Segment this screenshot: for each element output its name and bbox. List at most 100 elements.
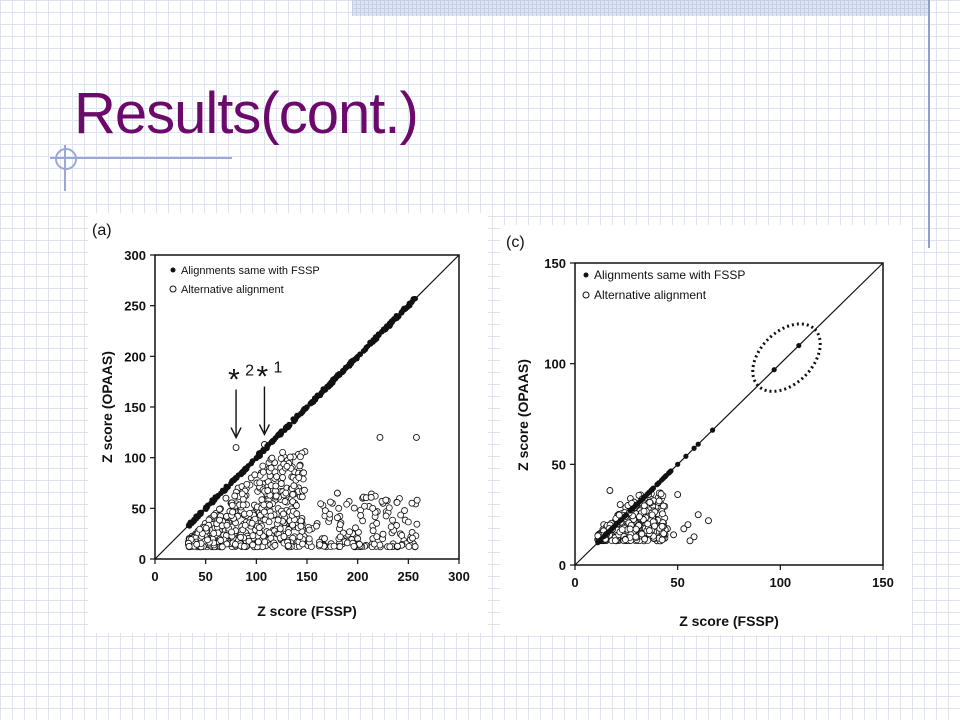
alternative-point xyxy=(611,537,619,544)
chart-panel-c: (c) 0 50 100 150 0 50 100 150 Alignments same w… xyxy=(500,225,912,635)
alternative-point xyxy=(276,525,284,533)
alternative-point xyxy=(265,518,273,526)
alternative-point xyxy=(386,543,394,551)
alternative-point xyxy=(684,521,692,529)
alternative-point xyxy=(606,487,614,494)
alternative-point xyxy=(336,521,344,529)
same-point xyxy=(368,339,374,346)
top-decoration-bar xyxy=(352,0,930,16)
alternative-point xyxy=(239,495,247,503)
alternative-point xyxy=(249,532,257,540)
alternative-point xyxy=(594,532,602,540)
alternative-point xyxy=(346,528,353,536)
y-tick-label: 0 xyxy=(559,558,566,573)
alternative-point xyxy=(382,512,390,520)
same-point xyxy=(257,449,263,456)
alternative-point xyxy=(413,520,421,528)
same-point xyxy=(222,488,228,494)
chart-a: (a) 0 50 100 150 200 250 300 0 50 100 150 200 250 300… xyxy=(92,222,470,619)
chart-c-legend: Alignments same with FSSP Alternative al… xyxy=(582,268,745,302)
alternative-point xyxy=(641,535,649,543)
chart-c-same-points xyxy=(595,342,802,546)
annotation-star: * xyxy=(256,360,268,393)
alternative-point xyxy=(369,504,377,512)
same-point xyxy=(253,455,260,462)
alternative-point xyxy=(249,541,257,549)
alternative-point xyxy=(401,507,408,514)
alternative-point xyxy=(373,533,381,541)
same-point xyxy=(407,302,413,309)
chart-a-ylabel: Z score (OPAAS) xyxy=(99,351,115,463)
same-point xyxy=(627,508,633,514)
alternative-point xyxy=(232,444,240,451)
alternative-point xyxy=(229,508,236,516)
same-point xyxy=(709,427,716,433)
alternative-point xyxy=(638,530,646,538)
alternative-point xyxy=(379,530,387,538)
alternative-point xyxy=(705,517,712,525)
same-point xyxy=(388,319,394,326)
alternative-point xyxy=(626,525,634,533)
alternative-point xyxy=(413,496,421,504)
chart-a-annotations: * 2 * 1 xyxy=(228,359,282,440)
alternative-point xyxy=(361,502,368,510)
same-point xyxy=(243,465,250,471)
same-point xyxy=(318,390,324,397)
alternative-point xyxy=(284,542,292,550)
x-tick-label: 100 xyxy=(245,569,267,584)
alternative-point xyxy=(686,537,694,545)
alternative-point xyxy=(316,541,324,549)
same-point xyxy=(617,517,624,524)
alternative-point xyxy=(279,448,287,456)
alternative-point xyxy=(251,471,259,479)
alternative-point xyxy=(268,454,276,462)
alternative-point xyxy=(196,525,204,533)
alternative-point xyxy=(616,501,624,509)
alternative-point xyxy=(398,532,406,539)
same-point xyxy=(401,305,407,312)
alternative-point xyxy=(376,433,384,441)
same-point xyxy=(634,501,640,507)
chart-a-alternative-points xyxy=(185,433,421,551)
alternative-point xyxy=(305,535,313,543)
same-point xyxy=(411,295,418,302)
alternative-point xyxy=(305,526,313,534)
chart-a-xlabel: Z score (FSSP) xyxy=(257,603,357,619)
y-tick-label: 300 xyxy=(124,248,146,263)
x-tick-label: 250 xyxy=(397,569,419,584)
alternative-point xyxy=(357,512,365,519)
alternative-point xyxy=(185,542,193,550)
alternative-point xyxy=(296,453,304,461)
alternative-point xyxy=(411,543,419,550)
x-tick-label: 50 xyxy=(670,575,684,590)
alternative-point xyxy=(382,496,390,504)
same-point xyxy=(342,364,349,371)
alternative-point xyxy=(283,462,291,470)
alternative-point xyxy=(385,504,393,512)
same-point xyxy=(294,413,300,419)
same-point xyxy=(595,540,601,546)
alternative-point xyxy=(210,529,218,537)
chart-c-panel-label: (c) xyxy=(506,234,525,251)
chart-c-highlight-ellipse xyxy=(751,322,822,393)
same-point xyxy=(623,512,629,518)
alternative-point xyxy=(321,507,329,515)
y-tick-label: 150 xyxy=(124,400,146,415)
chart-a-legend: Alignments same with FSSP Alternative al… xyxy=(169,265,320,296)
alternative-point xyxy=(648,511,656,519)
y-tick-label: 100 xyxy=(124,451,146,466)
annotation-arrow-head xyxy=(230,427,242,440)
alternative-point xyxy=(343,500,351,508)
alternative-point xyxy=(272,492,280,500)
chart-panel-a: (a) 0 50 100 150 200 250 300 0 50 100 150 200 250 300… xyxy=(88,213,488,633)
alternative-point xyxy=(373,519,381,527)
alternative-point xyxy=(655,497,663,505)
alternative-point xyxy=(222,494,230,502)
alternative-point xyxy=(296,462,304,470)
annotation-superscript: 1 xyxy=(273,359,282,376)
alternative-point xyxy=(387,523,395,531)
x-tick-label: 150 xyxy=(296,569,318,584)
alternative-point xyxy=(389,516,396,524)
alternative-point xyxy=(286,453,294,461)
y-tick-label: 250 xyxy=(124,299,146,314)
